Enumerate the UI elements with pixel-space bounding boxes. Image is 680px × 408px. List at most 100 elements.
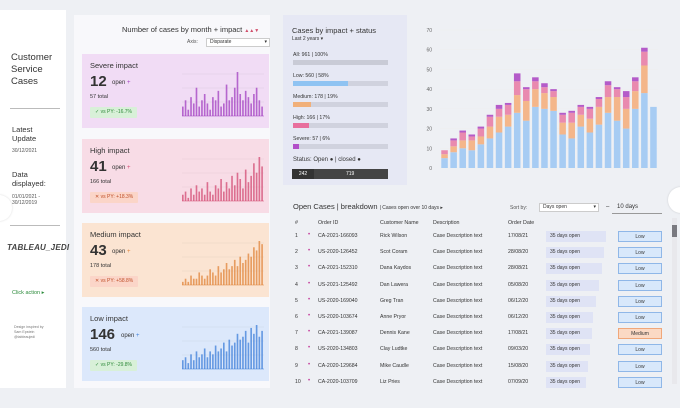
- bar-severe: [632, 77, 639, 82]
- table-scrollbar[interactable]: [672, 218, 677, 384]
- kpi-bar: [250, 175, 252, 201]
- impact-badge[interactable]: Low: [618, 263, 662, 275]
- plus-icon: +: [127, 165, 131, 171]
- kpi-bar: [209, 269, 211, 285]
- bar-severe: [641, 47, 648, 52]
- row-marker-icon: •: [308, 345, 311, 352]
- kpi-sparkbars: [182, 72, 264, 117]
- table-row[interactable]: 9 • CA-2020-129684 Mike Caudle Case Descript…: [288, 359, 668, 375]
- kpi-bar: [261, 330, 263, 369]
- kpi-bar: [244, 330, 247, 369]
- y-tick-label: 20: [426, 127, 432, 133]
- impact-badge[interactable]: Low: [618, 279, 662, 291]
- table-row[interactable]: 2 • US-2020-126452 Scot Coram Case Descripti…: [288, 245, 668, 261]
- kpi-bar: [242, 336, 244, 369]
- impact-badge[interactable]: Medium: [618, 328, 662, 340]
- bar-severe: [550, 89, 557, 92]
- bar-severe: [523, 87, 530, 90]
- impact-badge[interactable]: Low: [618, 376, 662, 388]
- customer-name: Clay Ludtke: [380, 346, 408, 353]
- impact-badge[interactable]: Low: [618, 247, 662, 259]
- impact-badge[interactable]: Low: [618, 231, 662, 242]
- impact-status-bar[interactable]: [293, 102, 388, 107]
- days-threshold-input[interactable]: – 10 days: [606, 204, 639, 210]
- kpi-bar: [212, 97, 214, 116]
- bar-low: [632, 108, 639, 168]
- bar-low: [604, 112, 612, 168]
- bar-severe: [604, 81, 612, 86]
- nav-next-handle[interactable]: [668, 187, 680, 213]
- row-index: 2: [295, 249, 298, 256]
- bar-severe: [459, 130, 466, 133]
- table-row[interactable]: 5 • US-2020-169040 Greg Tran Case Descriptio…: [288, 294, 668, 310]
- sort-dropdown[interactable]: Days open ▾: [539, 203, 599, 212]
- bar-high: [595, 99, 603, 107]
- impact-status-fill: [293, 60, 388, 65]
- kpi-card[interactable]: High impact 41 open + 166 total ✕ vs PY: +18…: [82, 139, 269, 213]
- bar-high: [523, 89, 530, 101]
- table-row[interactable]: 8 • US-2020-134803 Clay Ludtke Case Descript…: [288, 342, 668, 358]
- kpi-card[interactable]: Low impact 146 open + 560 total ✓ vs PY: -29…: [82, 307, 269, 381]
- nav-prev-handle[interactable]: [0, 195, 12, 221]
- order-date: 17/08/21: [508, 330, 529, 337]
- kpi-vs-py-badge: ✕ vs PY: +58.8%: [90, 276, 139, 287]
- period-filter[interactable]: Last 2 years ▾: [292, 36, 324, 42]
- impact-badge[interactable]: Low: [618, 295, 662, 307]
- case-description: Case Description text: [433, 346, 483, 353]
- table-row[interactable]: 6 • US-2020-103674 Anne Pryor Case Descripti…: [288, 310, 668, 326]
- table-row[interactable]: 3 • CA-2021-152310 Dana Kaydos Case Descript…: [288, 261, 668, 277]
- col-header-order-id: Order ID: [318, 220, 339, 226]
- impact-badge[interactable]: Low: [618, 312, 662, 323]
- y-tick-label: 70: [426, 28, 432, 34]
- kpi-bar: [217, 188, 220, 201]
- kpi-bar: [255, 87, 258, 116]
- kpi-bar: [209, 191, 211, 201]
- table-row[interactable]: 1 • CA-2021-166093 Rick Wilson Case Descript…: [288, 229, 668, 245]
- impact-badge[interactable]: Low: [618, 344, 662, 356]
- kpi-bar: [242, 263, 244, 285]
- kpi-bar: [258, 157, 261, 201]
- impact-status-bar[interactable]: [293, 60, 388, 65]
- kpi-card[interactable]: Medium impact 43 open + 178 total ✕ vs PY: +…: [82, 223, 269, 297]
- table-scrollbar-thumb[interactable]: [672, 225, 677, 237]
- open-cases-subtitle[interactable]: | Cases open over 10 days ▸: [379, 205, 443, 211]
- table-row[interactable]: 7 • CA-2021-139087 Dennis Kane Case Descript…: [288, 326, 668, 342]
- kpi-card[interactable]: Severe impact 12 open + 57 total ✓ vs PY: -1…: [82, 54, 269, 128]
- open-count-bar[interactable]: 242: [292, 169, 314, 179]
- closed-count-bar[interactable]: 719: [314, 169, 388, 179]
- status-filter[interactable]: Status: Open ● | closed ●: [293, 157, 361, 163]
- order-date: 28/08/21: [508, 265, 529, 272]
- click-action-link[interactable]: Click action ▸: [12, 290, 45, 296]
- minus-icon: –: [606, 204, 610, 210]
- impact-status-bar[interactable]: [293, 81, 388, 86]
- bar-medium: [459, 140, 466, 149]
- kpi-open-count: 43: [90, 242, 107, 259]
- impact-badge[interactable]: Low: [618, 360, 662, 372]
- kpi-bar: [236, 172, 239, 201]
- impact-status-bar[interactable]: [293, 144, 388, 149]
- customer-name: Liz Pries: [380, 378, 400, 385]
- row-marker-icon: •: [308, 329, 311, 336]
- kpi-name: High impact: [90, 146, 130, 155]
- kpi-bar: [253, 94, 255, 116]
- impact-status-label: Severe: 57 | 6%: [293, 136, 330, 142]
- bar-severe: [477, 126, 485, 129]
- table-row[interactable]: 4 • US-2021-125492 Dan Lawera Case Descripti…: [288, 278, 668, 294]
- plus-icon: +: [127, 249, 131, 255]
- impact-status-label: Low: 560 | 58%: [293, 73, 329, 79]
- axis-dropdown[interactable]: Disparate ▾: [206, 38, 270, 47]
- bar-medium: [622, 108, 630, 129]
- divider: [10, 225, 60, 226]
- days-slider-track[interactable]: [612, 213, 662, 214]
- impact-status-bar[interactable]: [293, 123, 388, 128]
- monthly-stacked-chart: 0 10 20 30 40 50 60 70: [426, 28, 658, 172]
- row-index: 4: [295, 281, 298, 288]
- kpi-bar: [206, 357, 209, 369]
- table-row[interactable]: 10 • CA-2020-103709 Liz Pries Case Descripti…: [288, 375, 668, 391]
- bar-high: [441, 150, 448, 155]
- kpi-bar: [192, 103, 195, 116]
- impact-legend-icons: ▲▲▼: [244, 28, 260, 34]
- kpi-bar: [233, 342, 236, 369]
- customer-name: Greg Tran: [380, 297, 404, 304]
- bar-severe: [595, 97, 603, 99]
